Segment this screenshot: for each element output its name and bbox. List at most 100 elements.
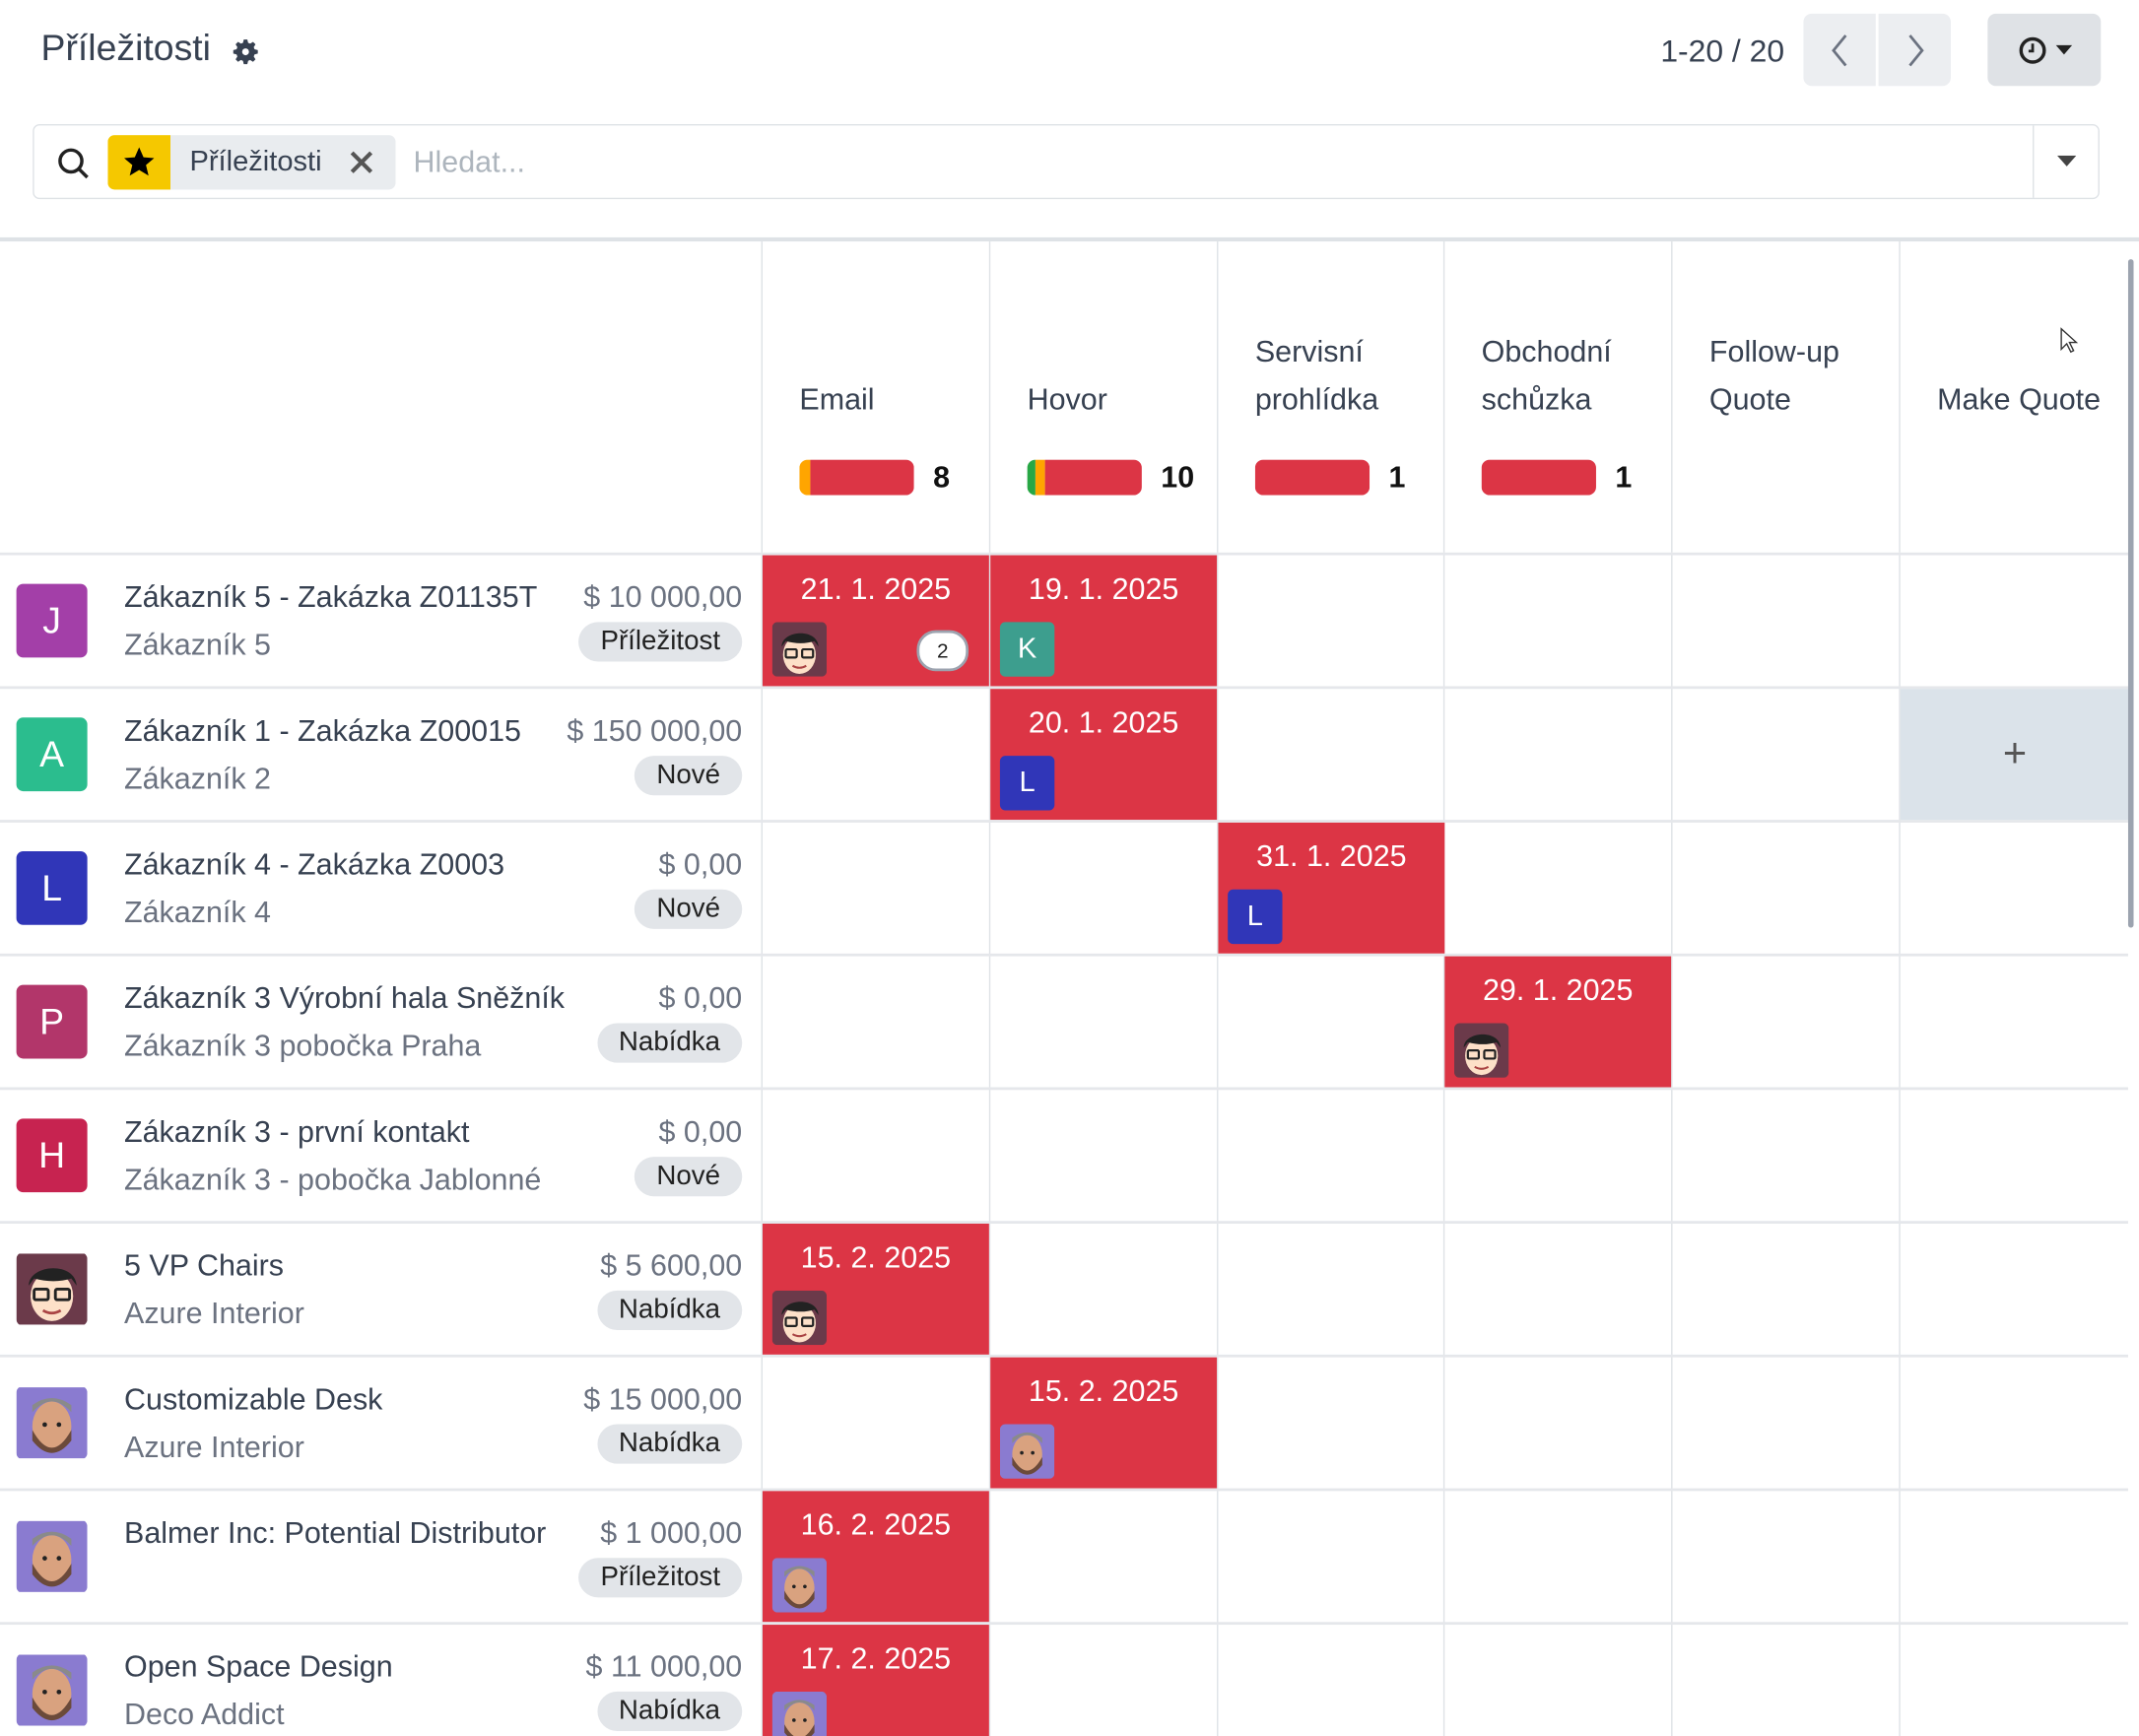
cell-divider <box>1899 1223 1901 1358</box>
activity-cell[interactable]: 15. 2. 2025 <box>762 1223 989 1355</box>
stage-badge: Nabídka <box>596 1023 743 1063</box>
activity-date: 17. 2. 2025 <box>800 1640 952 1676</box>
record-name[interactable]: Zákazník 4 - Zakázka Z0003 <box>123 846 505 882</box>
column-header-4[interactable]: Follow-up Quote <box>1671 241 1899 553</box>
cell-divider <box>988 956 991 1091</box>
column-header-0[interactable]: Email 8 <box>761 241 989 553</box>
assignee-avatar <box>999 1424 1055 1479</box>
expected-revenue: $ 1 000,00 <box>600 1515 743 1550</box>
activity-progress-bar[interactable] <box>1481 459 1596 496</box>
cell-divider <box>1671 1090 1673 1224</box>
activity-date: 21. 1. 2025 <box>800 571 952 606</box>
record-name[interactable]: Balmer Inc: Potential Distributor <box>123 1515 547 1550</box>
cell-divider <box>1899 555 1901 690</box>
activity-cell[interactable]: 21. 1. 2025 2 <box>762 555 989 687</box>
column-title: Servisní prohlídka <box>1254 334 1379 417</box>
previous-page-button[interactable] <box>1803 13 1876 87</box>
column-header-1[interactable]: Hovor 10 <box>988 241 1217 553</box>
cell-divider <box>1671 1223 1673 1358</box>
table-row[interactable]: Customizable Desk Azure Interior $ 15 000,… <box>0 1354 2128 1492</box>
pager-value[interactable]: 1-20 / 20 <box>1660 33 1785 69</box>
record-name[interactable]: 5 VP Chairs <box>123 1247 284 1283</box>
cell-divider <box>1899 822 1901 957</box>
expected-revenue: $ 11 000,00 <box>585 1648 743 1684</box>
cell-divider <box>1442 956 1445 1091</box>
cell-divider <box>1671 1625 1673 1736</box>
table-row[interactable]: L Zákazník 4 - Zakázka Z0003 Zákazník 4 $ 0… <box>0 820 2128 957</box>
stage-badge: Nabídka <box>596 1691 743 1732</box>
activity-count-badge: 2 <box>916 630 969 672</box>
cell-divider <box>1899 1090 1901 1224</box>
add-activity-button[interactable]: + <box>1900 689 2130 821</box>
column-header-5[interactable]: Make Quote <box>1899 241 2128 553</box>
record-name[interactable]: Customizable Desk <box>123 1381 383 1417</box>
table-row[interactable]: P Zákazník 3 Výrobní hala Sněžník Zákazník… <box>0 953 2128 1091</box>
activity-count: 1 <box>1615 459 1633 495</box>
activity-count: 1 <box>1388 459 1406 495</box>
table-row[interactable]: A Zákazník 1 - Zakázka Z00015 Zákazník 2 $ … <box>0 686 2130 823</box>
cell-divider <box>761 689 763 823</box>
activity-date: 31. 1. 2025 <box>1256 838 1407 874</box>
chevron-right-icon <box>1907 33 1923 66</box>
close-icon[interactable] <box>349 150 373 174</box>
cell-divider <box>1899 956 1901 1091</box>
activity-cell[interactable]: 31. 1. 2025 L <box>1218 822 1445 954</box>
cell-divider <box>761 956 763 1091</box>
activity-date: 16. 2. 2025 <box>800 1506 952 1542</box>
stage-badge: Nové <box>635 1157 743 1197</box>
activity-cell[interactable]: 15. 2. 2025 <box>990 1357 1218 1489</box>
search-bar[interactable]: Příležitosti Hledat... <box>33 123 2100 200</box>
record-name[interactable]: Zákazník 3 - první kontakt <box>123 1114 470 1149</box>
search-input[interactable]: Hledat... <box>413 144 525 179</box>
cell-divider <box>1671 1491 1673 1626</box>
column-header-2[interactable]: Servisní prohlídka 1 <box>1217 241 1444 553</box>
search-facet: Příležitosti <box>107 135 396 190</box>
table-row[interactable]: H Zákazník 3 - první kontakt Zákazník 3 - … <box>0 1087 2128 1224</box>
activity-date: 19. 1. 2025 <box>1028 571 1179 606</box>
avatar: A <box>16 717 88 792</box>
cell-divider <box>1899 1625 1901 1736</box>
activity-cell[interactable]: 20. 1. 2025 L <box>990 689 1218 821</box>
activity-cell[interactable]: 29. 1. 2025 <box>1444 956 1672 1088</box>
activity-count: 8 <box>933 459 951 495</box>
column-header-3[interactable]: Obchodní schůzka 1 <box>1442 241 1671 553</box>
assignee-avatar: L <box>999 756 1055 811</box>
cell-divider <box>988 1625 991 1736</box>
activity-date: 20. 1. 2025 <box>1028 704 1179 740</box>
record-name[interactable]: Zákazník 1 - Zakázka Z00015 <box>123 713 521 748</box>
cell-divider <box>988 1223 991 1358</box>
activity-view-button[interactable] <box>1987 13 2102 87</box>
table-row[interactable]: Balmer Inc: Potential Distributor $ 1 000… <box>0 1488 2128 1626</box>
activity-cell[interactable]: 19. 1. 2025 K <box>990 555 1218 687</box>
record-name[interactable]: Zákazník 5 - Zakázka Z01135T <box>123 579 538 615</box>
stage-badge: Nové <box>635 756 743 796</box>
column-title: Hovor <box>1027 381 1107 417</box>
activity-progress-bar[interactable] <box>1027 459 1142 496</box>
avatar: J <box>16 583 88 658</box>
table-row[interactable]: 5 VP Chairs Azure Interior $ 5 600,00 Nabíd… <box>0 1221 2128 1358</box>
customer-name: Azure Interior <box>123 1296 304 1330</box>
facet-label: Příležitosti <box>189 146 322 177</box>
cell-divider <box>1899 689 1901 823</box>
cell-divider <box>761 1090 763 1224</box>
gear-icon[interactable] <box>230 35 262 68</box>
activity-progress-bar[interactable] <box>1254 459 1370 496</box>
table-row[interactable]: Open Space Design Deco Addict $ 11 000,00 N… <box>0 1622 2128 1736</box>
cell-divider <box>1217 1625 1219 1736</box>
cell-divider <box>1442 1090 1445 1224</box>
cell-divider <box>761 1223 763 1358</box>
customer-name: Azure Interior <box>123 1430 304 1464</box>
search-options-toggle[interactable] <box>2033 125 2098 198</box>
record-name[interactable]: Open Space Design <box>123 1648 393 1684</box>
expected-revenue: $ 0,00 <box>658 1114 743 1149</box>
cell-divider <box>761 1625 763 1736</box>
next-page-button[interactable] <box>1878 13 1951 87</box>
record-name[interactable]: Zákazník 3 Výrobní hala Sněžník <box>123 980 566 1016</box>
assignee-avatar <box>771 1290 828 1346</box>
activity-cell[interactable]: 16. 2. 2025 <box>762 1491 989 1623</box>
activity-progress-bar[interactable] <box>799 459 914 496</box>
scrollbar[interactable] <box>2127 259 2134 928</box>
table-row[interactable]: J Zákazník 5 - Zakázka Z01135T Zákazník 5 $… <box>0 552 2128 690</box>
cell-divider <box>1442 1357 1445 1492</box>
activity-cell[interactable]: 17. 2. 2025 <box>762 1625 989 1736</box>
